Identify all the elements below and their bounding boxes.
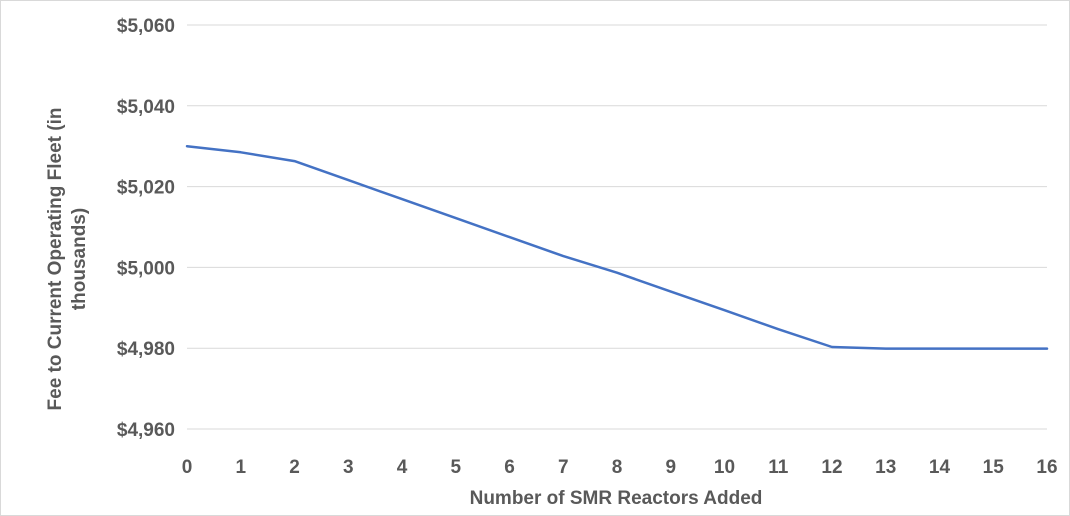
y-tick-label: $5,000	[117, 258, 175, 279]
x-axis-title: Number of SMR Reactors Added	[470, 488, 763, 509]
gridlines	[187, 24, 1047, 430]
y-tick-label: $5,020	[117, 178, 175, 199]
y-tick-label: $5,060	[117, 16, 175, 37]
y-axis-title-line1: Fee to Current Operating Fleet (in	[45, 108, 66, 411]
x-tick-label: 8	[612, 457, 623, 478]
x-tick-label: 9	[665, 457, 676, 478]
x-tick-label: 2	[289, 457, 300, 478]
x-tick-label: 15	[983, 457, 1005, 478]
x-tick-label: 13	[875, 457, 896, 478]
x-tick-label: 5	[450, 457, 461, 478]
series-line	[185, 144, 1049, 350]
x-tick-label: 11	[768, 457, 789, 478]
y-tick-label: $4,980	[117, 339, 175, 360]
y-axis-ticks: $4,960 $4,980 $5,000 $5,020 $5,040 $5,060	[117, 16, 175, 441]
x-tick-label: 10	[714, 457, 735, 478]
y-tick-label: $4,960	[117, 420, 175, 441]
x-tick-label: 14	[929, 457, 951, 478]
y-axis-title-line2: thousands)	[69, 208, 90, 310]
x-tick-label: 6	[504, 457, 515, 478]
x-tick-label: 16	[1036, 457, 1057, 478]
y-tick-label: $5,040	[117, 97, 175, 118]
x-axis-ticks: 0 1 2 3 4 5 6 7 8 9 10 11 12 13 14 15 16	[182, 457, 1058, 478]
y-axis-title: Fee to Current Operating Fleet (in thous…	[45, 108, 90, 411]
x-tick-label: 3	[343, 457, 354, 478]
x-tick-label: 0	[182, 457, 193, 478]
x-tick-label: 4	[397, 457, 408, 478]
x-tick-label: 12	[821, 457, 842, 478]
x-tick-label: 1	[235, 457, 246, 478]
series-layer	[185, 144, 1049, 350]
x-tick-label: 7	[558, 457, 569, 478]
